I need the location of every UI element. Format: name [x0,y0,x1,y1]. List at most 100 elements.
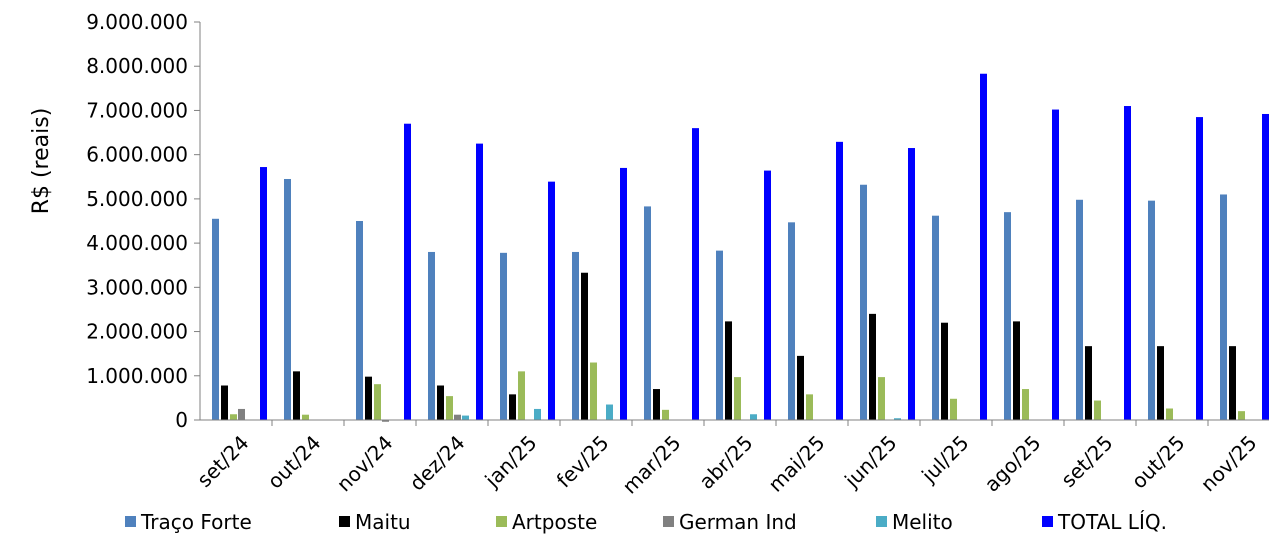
bar [797,355,804,420]
legend-swatch [496,516,507,527]
bar [284,178,291,420]
bar [454,414,461,420]
bar [518,371,525,420]
bar [1229,346,1236,420]
bar [260,167,267,420]
bar [725,321,732,420]
bar [806,394,813,420]
bar [908,148,915,421]
legend-entry: Maitu [355,510,411,534]
bar [750,414,757,420]
legend-swatch [125,516,136,527]
y-tick-label: 9.000.000 [86,10,188,34]
y-axis: 0 1.000.000 2.000.000 3.000.000 4.000.000 5.0… [86,10,201,432]
legend: Traço Forte Maitu Artposte German Ind Melito… [125,510,1167,534]
bar [644,206,651,420]
bar [238,408,245,420]
x-tick-label: nov/24 [332,431,398,497]
x-tick-label: abr/25 [694,431,757,494]
bar [1196,117,1203,421]
bar [230,414,237,420]
bar [374,384,381,420]
bar [932,215,939,420]
y-tick-label: 5.000.000 [86,187,188,211]
bar [1004,212,1011,420]
bar [404,123,411,420]
y-tick-label: 0 [175,408,188,432]
x-tick-label: mar/25 [618,431,686,499]
x-tick-label: jun/25 [839,431,901,493]
bar [476,143,483,420]
bar [692,128,699,420]
x-tick-label: out/24 [263,431,326,494]
bar [860,184,867,420]
bar [941,322,948,420]
bar [365,376,372,420]
bar [878,377,885,420]
bar [382,420,389,422]
x-tick-label: ago/25 [980,431,1046,497]
bar [950,398,957,420]
bar [1076,199,1083,420]
bar [764,170,771,420]
x-axis: set/24 out/24 nov/24 dez/24 jan/25 fev/25 mar/… [192,419,1269,499]
y-tick-label: 1.000.000 [86,364,188,388]
x-tick-label: jan/25 [480,431,542,493]
bar [428,251,435,420]
legend-entry: Traço Forte [140,510,252,534]
legend-swatch [339,516,350,527]
bar [894,418,901,420]
x-tick-label: nov/25 [1196,431,1262,497]
bar [356,221,363,420]
bar [1238,411,1245,420]
bar [509,394,516,420]
bar [1124,106,1131,421]
y-tick-label: 4.000.000 [86,231,188,255]
bar [1094,400,1101,420]
x-tick-label: set/25 [1056,431,1117,492]
bar [590,362,597,420]
bar [1085,346,1092,420]
bar [788,222,795,420]
x-tick-label: mai/25 [763,431,829,497]
legend-swatch [876,516,887,527]
legend-entry: German Ind [679,510,797,534]
bar [734,377,741,420]
y-tick-label: 7.000.000 [86,98,188,122]
bar [534,408,541,420]
bar [446,396,453,420]
bar [980,73,987,421]
bar [572,251,579,420]
bar [836,141,843,420]
y-tick-label: 8.000.000 [86,54,188,78]
bar [212,218,219,420]
bar [1013,321,1020,420]
bar [500,252,507,420]
x-tick-label: out/25 [1127,431,1190,494]
y-tick-label: 3.000.000 [86,275,188,299]
legend-entry: TOTAL LÍQ. [1057,510,1167,534]
y-tick-label: 2.000.000 [86,320,188,344]
bar [1220,194,1227,420]
x-tick-label: dez/24 [405,431,470,496]
legend-entry: Melito [892,510,953,534]
legend-entry: Artposte [512,510,597,534]
bar [221,385,228,420]
bar [548,181,555,420]
bar [293,371,300,420]
bar [606,404,613,420]
bar [581,272,588,420]
bar [662,409,669,420]
bars-layer [212,73,1269,422]
bar [1166,408,1173,420]
bar [1148,200,1155,420]
x-tick-label: fev/25 [552,431,614,493]
bar [1022,389,1029,420]
bar [716,250,723,420]
legend-swatch [663,516,674,527]
x-tick-label: set/24 [192,431,253,492]
bar [620,167,627,420]
bar [1157,346,1164,420]
bar [869,313,876,420]
